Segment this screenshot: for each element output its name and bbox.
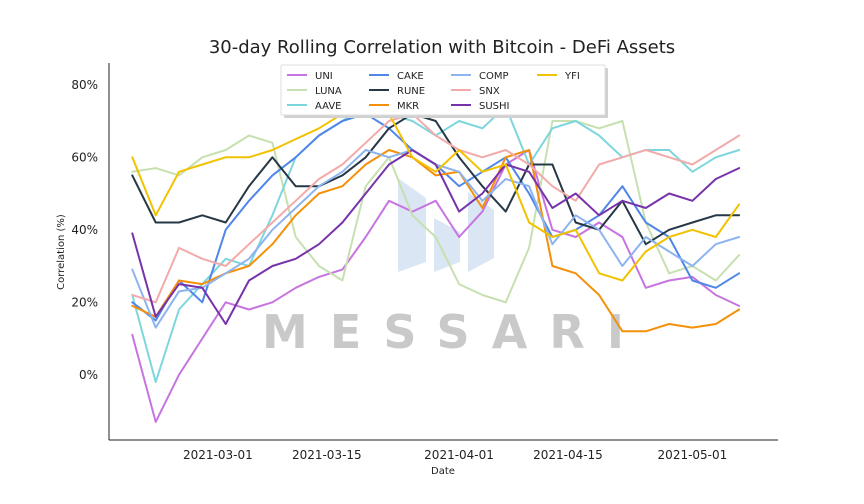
x-tick-label: 2021-03-15 (292, 448, 362, 462)
series-line-mkr (131, 149, 741, 333)
legend-label-sushi: SUSHI (479, 101, 509, 112)
series-layer (131, 105, 741, 423)
legend-label-comp: COMP (479, 71, 509, 82)
legend: UNI LUNA AAVE CAKE RUNE MKR COMP SNX SUSHI YFI (280, 64, 608, 118)
y-tick-label: 80% (71, 78, 98, 92)
chart-title: 30-day Rolling Correlation with Bitcoin … (209, 37, 675, 58)
series-line-rune (131, 112, 741, 246)
legend-entries: UNI LUNA AAVE CAKE RUNE MKR COMP SNX SUSHI YFI (287, 71, 580, 112)
legend-label-luna: LUNA (315, 86, 342, 97)
y-tick-labels: 0% 20% 40% 60% 80% (71, 78, 98, 382)
y-tick-label: 60% (71, 150, 98, 164)
legend-label-aave: AAVE (315, 101, 341, 112)
legend-box (280, 64, 606, 116)
y-tick-label: 40% (71, 223, 98, 237)
series-line-yfi (131, 105, 741, 282)
legend-label-mkr: MKR (397, 101, 419, 112)
series-line-snx (131, 112, 741, 304)
legend-label-yfi: YFI (564, 71, 580, 82)
messari-logo-mark-icon (398, 178, 494, 272)
x-axis-label: Date (431, 466, 455, 477)
legend-label-cake: CAKE (397, 71, 424, 82)
y-axis-label: Correlation (%) (56, 214, 67, 290)
y-tick-label: 0% (79, 368, 98, 382)
legend-label-snx: SNX (479, 86, 500, 97)
legend-label-rune: RUNE (397, 86, 425, 97)
series-line-uni (131, 149, 741, 423)
x-tick-label: 2021-04-15 (533, 448, 603, 462)
legend-label-uni: UNI (315, 71, 333, 82)
x-tick-labels: 2021-03-01 2021-03-15 2021-04-01 2021-04-15… (183, 448, 727, 462)
x-tick-label: 2021-03-01 (183, 448, 253, 462)
series-line-luna (131, 120, 741, 304)
y-tick-label: 20% (71, 295, 98, 309)
x-tick-label: 2021-04-01 (424, 448, 494, 462)
axes (108, 63, 778, 441)
series-line-sushi (131, 149, 741, 325)
x-tick-label: 2021-05-01 (658, 448, 728, 462)
